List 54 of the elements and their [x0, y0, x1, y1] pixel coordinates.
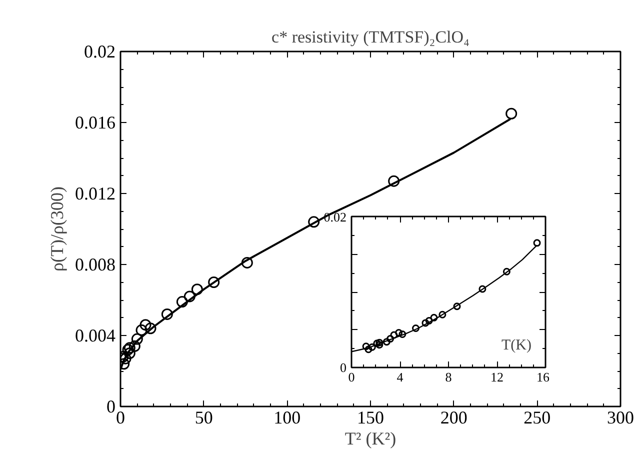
- x-tick-label: 200: [440, 408, 468, 428]
- point: [362, 342, 370, 350]
- point: [144, 322, 156, 334]
- point: [388, 175, 400, 187]
- point: [376, 341, 384, 349]
- point: [506, 108, 518, 120]
- x-tick-label: 250: [524, 408, 551, 428]
- y-tick-label: 0.016: [75, 112, 116, 132]
- x-tick-label: 8: [445, 370, 452, 384]
- point: [373, 340, 381, 348]
- point: [533, 239, 541, 247]
- point: [453, 302, 461, 310]
- point: [376, 338, 384, 346]
- point: [364, 346, 372, 354]
- point: [478, 285, 486, 293]
- point: [136, 324, 148, 336]
- point: [124, 348, 136, 359]
- x-axis-title: T² (K²): [344, 428, 396, 448]
- x-tick-label: 12: [490, 370, 504, 384]
- point: [430, 314, 438, 322]
- point: [131, 333, 143, 345]
- point: [412, 324, 420, 332]
- x-tick-label: 150: [357, 408, 384, 428]
- x-tick-label: 4: [396, 370, 404, 384]
- point: [502, 268, 510, 276]
- point: [140, 319, 152, 331]
- point: [398, 330, 406, 338]
- point: [161, 308, 173, 320]
- point: [184, 290, 196, 302]
- point: [191, 284, 203, 296]
- y-tick-label: 0.008: [75, 254, 116, 274]
- point: [422, 319, 430, 327]
- point: [395, 329, 403, 337]
- point: [308, 216, 320, 228]
- x-tick-label: 16: [536, 370, 550, 384]
- y-axis-title: ρ(T)/ρ(300): [47, 186, 67, 272]
- point: [438, 310, 446, 318]
- x-tick-label: 300: [607, 408, 634, 428]
- point: [390, 331, 398, 339]
- x-axis-title: T(K): [502, 338, 532, 354]
- point: [128, 340, 140, 352]
- y-tick-label: 0.012: [75, 184, 116, 204]
- y-tick-label: 0.004: [75, 326, 116, 346]
- point: [368, 343, 376, 351]
- chart-title: c* resistivity (TMTSF)₂ClO₄: [272, 28, 470, 46]
- point: [241, 256, 253, 268]
- point: [382, 338, 390, 346]
- point: [208, 276, 220, 288]
- point: [386, 335, 394, 343]
- point: [176, 296, 188, 308]
- y-tick-label: 0.02: [84, 42, 116, 62]
- x-tick-label: 100: [274, 408, 301, 428]
- x-tick-label: 50: [194, 408, 213, 428]
- point: [425, 316, 433, 324]
